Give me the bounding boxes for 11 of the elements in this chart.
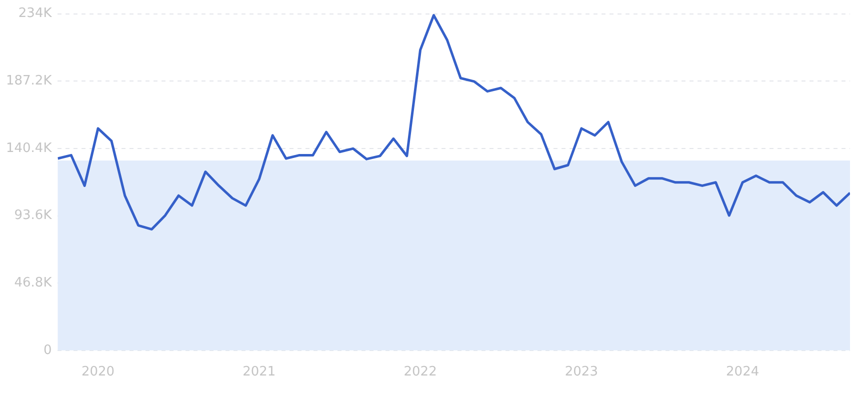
- y-tick-label: 234K: [18, 6, 52, 22]
- y-tick-label: 93.6K: [14, 208, 52, 224]
- x-tick-label: 2022: [404, 364, 437, 380]
- x-tick-label: 2024: [726, 364, 760, 380]
- y-tick-label: 46.8K: [14, 275, 52, 290]
- y-tick-label: 0: [43, 342, 52, 358]
- y-tick-label: 187.2K: [6, 73, 52, 88]
- x-tick-label: 2021: [242, 364, 276, 380]
- x-tick-label: 2020: [81, 364, 115, 380]
- y-tick-label: 140.4K: [6, 140, 52, 156]
- x-tick-label: 2023: [564, 364, 598, 380]
